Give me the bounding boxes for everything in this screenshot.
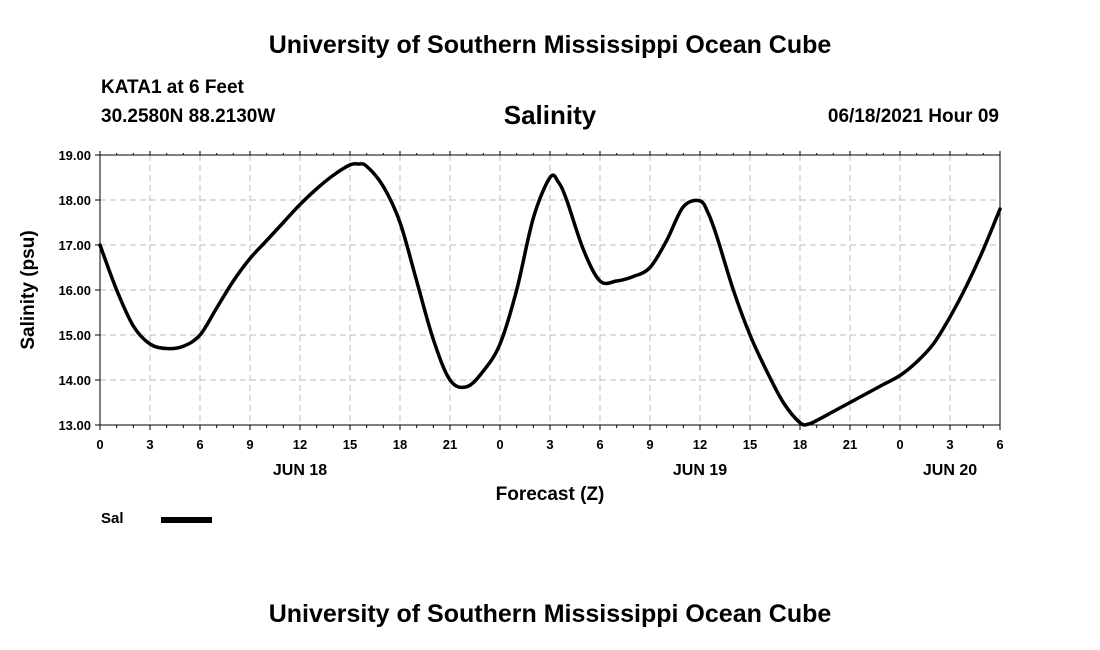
x-tick-label: 15	[343, 437, 357, 452]
x-tick-label: 0	[96, 437, 103, 452]
legend-line-swatch	[161, 517, 212, 523]
x-tick-label: 0	[896, 437, 903, 452]
date-label: JUN 20	[923, 462, 977, 479]
station-label: KATA1 at 6 Feet	[101, 77, 244, 98]
chart-title-bottom: University of Southern Mississippi Ocean…	[268, 600, 832, 628]
x-tick-label: 3	[146, 437, 153, 452]
x-tick-label: 6	[596, 437, 603, 452]
x-tick-label: 15	[743, 437, 757, 452]
x-tick-label: 9	[246, 437, 253, 452]
y-tick-label: 16.00	[58, 283, 91, 298]
x-tick-label: 6	[196, 437, 203, 452]
x-tick-label: 9	[646, 437, 653, 452]
x-axis-title: Forecast (Z)	[496, 484, 605, 505]
y-tick-label: 13.00	[58, 418, 91, 433]
legend-label: Sal	[101, 510, 124, 527]
x-tick-label: 6	[996, 437, 1003, 452]
x-tick-label: 12	[293, 437, 307, 452]
x-tick-label: 18	[793, 437, 807, 452]
station-coordinates: 30.2580N 88.2130W	[101, 106, 276, 127]
x-tick-label: 12	[693, 437, 707, 452]
y-tick-label: 18.00	[58, 193, 91, 208]
series-layer	[98, 161, 1002, 427]
y-axis-title: Salinity (psu)	[18, 230, 39, 349]
parameter-title: Salinity	[503, 100, 597, 130]
series-line-salinity	[98, 161, 1002, 427]
x-tick-label: 3	[946, 437, 953, 452]
y-tick-label: 19.00	[58, 148, 91, 163]
y-tick-label: 14.00	[58, 373, 91, 388]
x-tick-label: 3	[546, 437, 553, 452]
ticks	[95, 151, 1001, 430]
date-label: JUN 19	[673, 462, 727, 479]
forecast-datetime: 06/18/2021 Hour 09	[827, 106, 999, 127]
x-tick-label: 21	[443, 437, 457, 452]
x-tick-label: 0	[496, 437, 503, 452]
x-tick-label: 21	[843, 437, 857, 452]
y-tick-label: 17.00	[58, 238, 91, 253]
date-label: JUN 18	[273, 462, 327, 479]
axis-labels: 0 3 6 9 12 15 18 21 0 3 6 9 12 15 18 21 0 3 6 13.00 14.00 15.…	[18, 148, 1004, 505]
chart-title-top: University of Southern Mississippi Ocean…	[268, 31, 832, 59]
grid	[100, 155, 1000, 425]
x-tick-label: 18	[393, 437, 407, 452]
y-tick-label: 15.00	[58, 328, 91, 343]
